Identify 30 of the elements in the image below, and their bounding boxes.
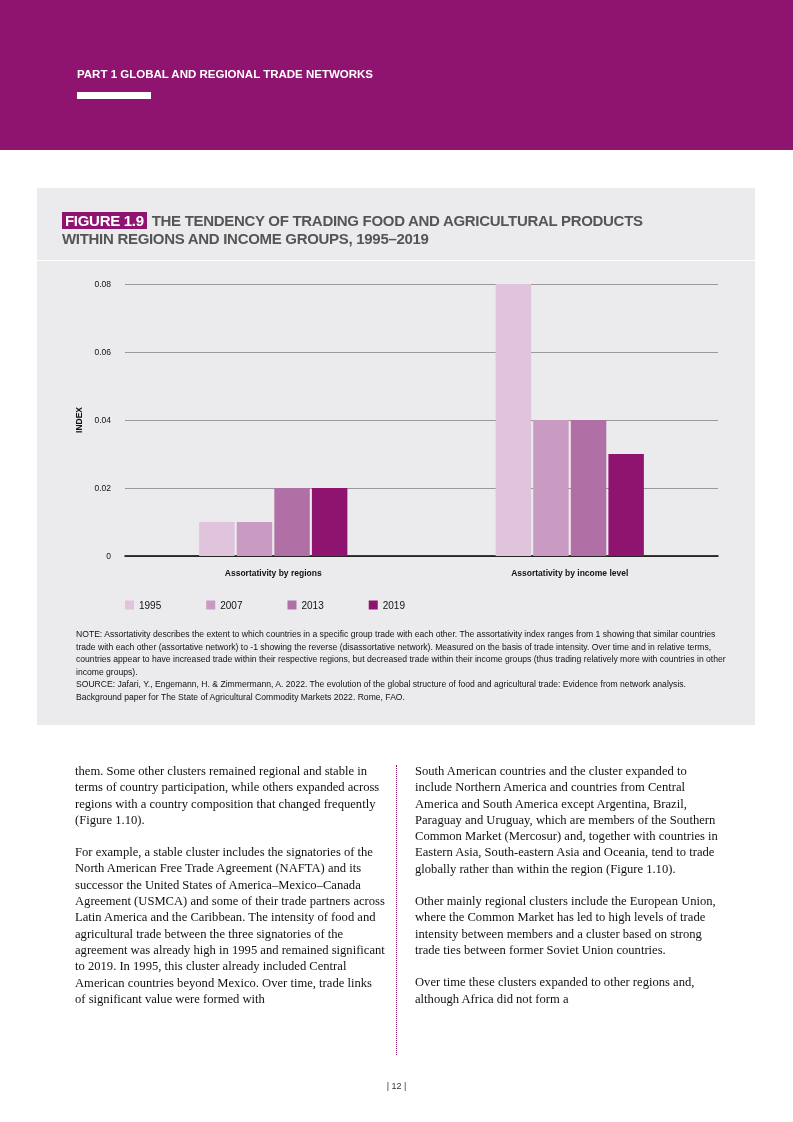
caption: FIGURE 1.9 bbox=[62, 212, 147, 229]
text: them. Some other clusters remained regional and stable in terms of country participation, while others expanded across regions with a country composition that changed frequently (Figure 1.10). bbox=[75, 763, 381, 829]
text: PART 1 GLOBAL AND REGIONAL TRADE NETWORKS bbox=[77, 68, 374, 80]
source-note: SOURCE: Jafari, Y., Engemann, H. & Zimmermann, A. 2022. The evolution of the global structure of food and agricultural trade: Evidence from network analysis. Background paper for The State of Agricultural Commodity Markets 2022. Rome, FAO. bbox=[76, 678, 687, 703]
y-tick-label: 0.02 bbox=[94, 483, 112, 493]
x-tick-label: Assortativity by regions bbox=[224, 567, 322, 578]
bar bbox=[236, 522, 273, 556]
y-tick-label: 0.08 bbox=[94, 279, 112, 289]
legend-label: 1995 bbox=[139, 599, 162, 611]
text: Over time these clusters expanded to other regions and, although Africa did not form a bbox=[415, 974, 696, 1007]
text: For example, a stable cluster includes the signatories of the North American Free Trade Agreement (NAFTA) and its successor the United States of America–Mexico–Canada Agreement (USMCA) and some of their trade partners across Latin America and the Caribbean. The intensity of food and agricultural trade between the three signatories of the agreement was already high in 1995 and remained significant to 2019. In 1995, this cluster already included Central American countries beyond Mexico. Over time, trade links of significant value were formed with bbox=[75, 845, 385, 1006]
y-tick-label: 0.06 bbox=[94, 347, 112, 357]
bar bbox=[608, 454, 644, 556]
text: South American countries and the cluster expanded to include Northern America and countries from Central America and South America except Argentina, Brazil, Paraguay and Uruguay, which are members of the Southern Common Market (Mercosur) and, together with countries in Eastern Asia, South-eastern Asia and Oceania, tend to trade globally rather than within the region (Figure 1.10). bbox=[415, 763, 719, 878]
x-tick-label: Assortativity by income level bbox=[511, 567, 629, 578]
bar bbox=[533, 420, 569, 556]
y-tick-label: 0.04 bbox=[94, 415, 112, 425]
text: NOTE: Assortativity describes the extent to which countries in a specific group trade with each other. The assortativity index ranges from 1 showing that similar countries trade with each other (assortative network) to -1 showing the reverse (disassortative network). Measured on the basis of trade intensity. Over time and in relative terms, countries appear to have increased trade within their respective regions, but decreased trade within their income groups (thus trading relatively more with countries in other income groups). bbox=[76, 628, 726, 678]
bar bbox=[311, 488, 348, 556]
text: Other mainly regional clusters include the European Union, where the Common Market has led to high levels of trade intensity between members and a cluster based on strong trade ties between former Soviet Union countries. bbox=[415, 893, 717, 959]
bar bbox=[495, 284, 532, 556]
text: | 12 | bbox=[385, 1081, 408, 1091]
y-tick-label: 0 bbox=[106, 551, 112, 561]
bar bbox=[274, 488, 310, 556]
legend-label: 2013 bbox=[301, 599, 325, 611]
bar bbox=[570, 420, 607, 556]
legend-label: 2019 bbox=[382, 599, 406, 611]
legend-label: 2007 bbox=[220, 599, 243, 611]
bar bbox=[199, 522, 235, 556]
y-axis-title: INDEX bbox=[74, 406, 85, 433]
